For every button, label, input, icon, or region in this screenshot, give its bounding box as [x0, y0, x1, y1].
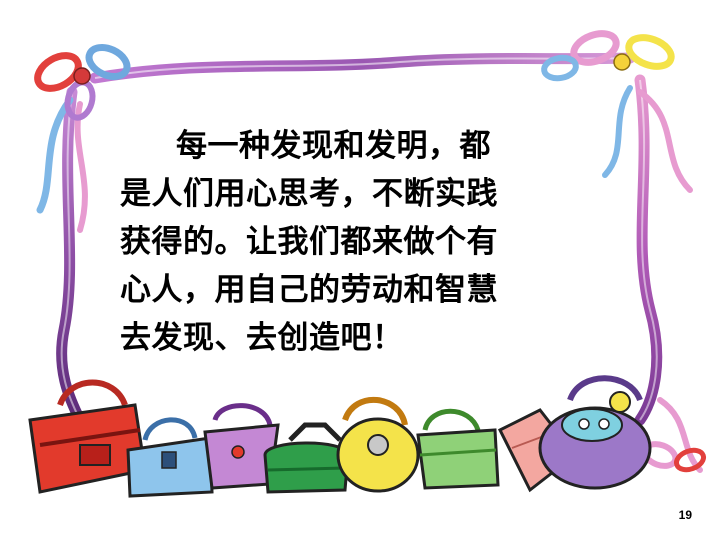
text-line-5: 去发现、去创造吧！ [120, 320, 404, 356]
slide-body-text: 每一种发现和发明，都 是人们用心思考，不断实践 获得的。让我们都来做个有 心人，… [120, 122, 598, 362]
blue-bag [126, 417, 214, 498]
purple-bag-with-eyes [538, 375, 652, 490]
text-line-2: 是人们用心思考，不断实践 [120, 176, 498, 212]
yellow-bag [336, 396, 420, 493]
text-line-4: 心人，用自己的劳动和智慧 [120, 272, 498, 308]
text-line-1: 每一种发现和发明，都 [176, 128, 491, 164]
text-line-3: 获得的。让我们都来做个有 [120, 224, 498, 260]
red-bag [28, 379, 147, 494]
page-number: 19 [678, 508, 692, 522]
green-purse [416, 408, 500, 490]
yellow-bow [541, 30, 675, 82]
red-bow [34, 43, 131, 121]
